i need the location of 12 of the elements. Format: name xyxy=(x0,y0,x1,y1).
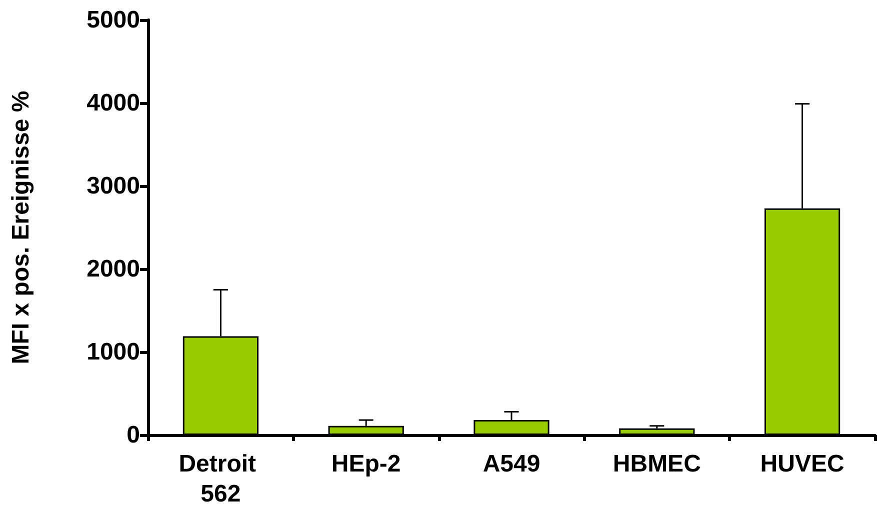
y-tick-label: 1000 xyxy=(86,338,140,366)
x-tick-label: HEp-2 xyxy=(331,450,401,478)
y-tick-label: 3000 xyxy=(86,172,140,200)
x-tick-label: HUVEC xyxy=(760,450,844,478)
y-tick-label: 2000 xyxy=(86,256,140,282)
y-tick-label: 5000 xyxy=(86,6,140,34)
y-tick-label: 4000 xyxy=(86,90,140,116)
x-tick-label: A549 xyxy=(482,450,540,478)
y-axis-title: MFI x pos. Ereignisse % xyxy=(8,90,34,364)
x-tick-label: Detroit 562 xyxy=(178,450,263,508)
y-tick-label: 0 xyxy=(126,422,140,448)
x-tick-label: HBMEC xyxy=(612,450,701,478)
